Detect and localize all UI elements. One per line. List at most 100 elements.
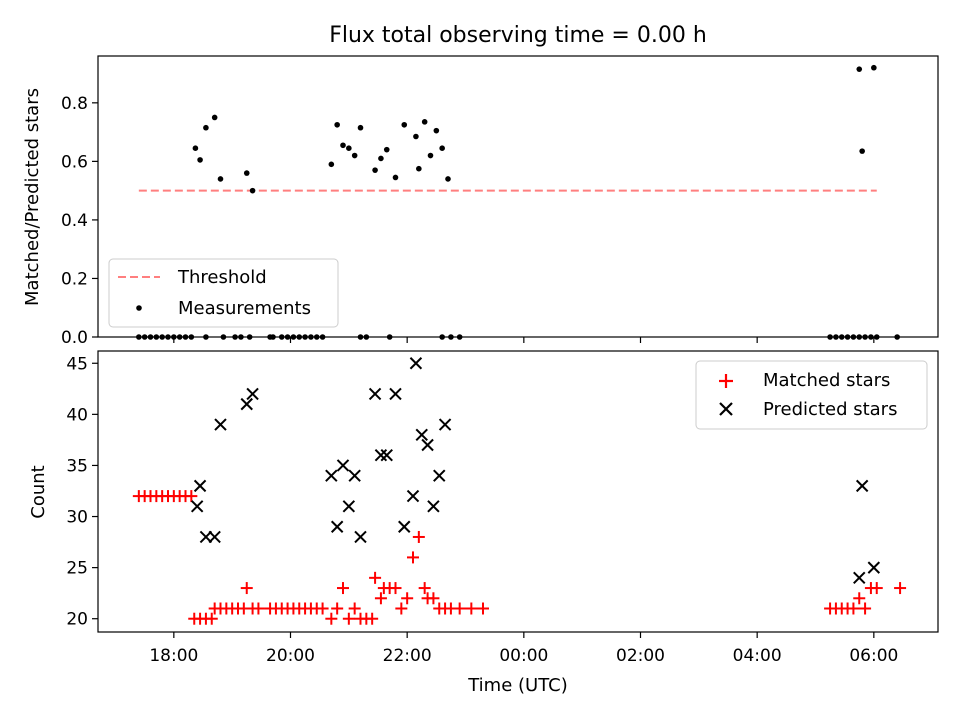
measurement-point [448,334,454,340]
top-y-ticks: 0.0 0.2 0.4 0.6 0.8 [61,94,98,348]
measurement-point [873,334,880,340]
top-y-tick-label: 0.4 [61,211,88,231]
measurement-point [850,334,857,340]
measurement-point [182,334,189,340]
predicted-star-point [325,469,338,482]
measurement-point [278,334,285,340]
top-y-tick-label: 0.8 [61,94,88,114]
measurement-point [421,119,428,125]
measurement-point [346,145,352,152]
bottom-y-tick-label: 30 [66,508,88,528]
legend-matched-swatch [719,374,733,388]
legend-threshold-label: Threshold [177,267,267,288]
chart-title: Flux total observing time = 0.00 h [329,23,707,48]
measurement-point [284,334,291,340]
measurement-point [844,334,851,340]
matched-star-point [366,612,379,625]
measurement-point [197,157,203,163]
measurement-point [136,334,142,340]
measurement-point [838,334,845,340]
measurement-point [270,334,276,340]
measurement-point [159,334,165,340]
matched-star-point [240,582,253,595]
matched-star-point [337,582,349,595]
measurement-point [445,176,451,182]
predicted-star-point [415,428,428,441]
x-axis-label: Time (UTC) [467,675,568,696]
measurement-point [153,334,160,340]
matched-star-point [331,602,344,615]
matched-star-point [401,592,414,605]
predicted-star-point [208,530,221,544]
measurement-point [856,66,863,72]
measurement-point [868,334,874,340]
measurement-point [439,334,445,340]
matched-star-point [395,602,408,615]
x-tick-label: 02:00 [616,646,665,666]
matched-star-point [418,582,431,595]
bottom-panel: 20 25 30 35 40 45 18:00 20:00 22:00 00:00 02:00 04… [28,350,939,696]
matched-star-point [316,602,329,615]
measurement-point [211,114,218,121]
measurement-points [136,64,900,340]
legend-matched-label: Matched stars [763,370,890,391]
bottom-y-tick-label: 35 [66,456,88,476]
bottom-y-tick-label: 45 [66,354,88,374]
measurement-point [334,121,340,128]
matched-star-point [374,592,387,605]
predicted-star-point [336,459,350,472]
matched-star-point [185,490,198,503]
measurement-point [413,133,419,140]
measurement-point [171,334,177,340]
predicted-star-point [380,449,393,462]
matched-star-point [870,582,883,595]
bottom-y-tick-label: 25 [66,559,88,579]
matched-star-point [389,582,402,595]
matched-star-point [205,612,218,625]
x-tick-label: 06:00 [849,646,898,666]
top-legend: Threshold Measurements [108,258,339,328]
predicted-star-point [368,387,382,401]
predicted-star-point [348,469,361,482]
predicted-star-point [406,489,420,503]
measurement-point [340,142,346,149]
measurement-point [416,165,422,172]
x-tick-label: 04:00 [733,646,782,666]
measurement-point [203,124,209,131]
measurement-point [357,124,364,131]
measurement-point [827,334,833,340]
bottom-y-ticks: 20 25 30 35 40 45 [66,354,98,630]
predicted-star-point [240,397,253,411]
predicted-star-point [354,530,367,544]
matched-star-point [847,602,860,615]
matched-star-point [427,592,440,605]
predicted-star-point [427,500,440,513]
matched-star-point [252,602,265,615]
legend-measurements-label: Measurements [178,298,311,319]
predicted-star-point [409,357,423,370]
measurement-point [383,146,390,153]
predicted-star-point [190,500,204,513]
top-y-tick-label: 0.0 [61,328,88,348]
predicted-star-point [438,418,452,431]
matched-star-point [412,530,425,543]
predicted-star-point [855,479,869,493]
matched-star-point [348,602,361,615]
measurement-point [392,174,399,181]
measurement-point [357,334,364,340]
measurement-point [856,334,863,340]
measurement-point [232,334,238,340]
matched-stars-points [132,490,907,625]
measurement-point [141,334,148,340]
top-legend-box [108,258,339,328]
predicted-star-point [342,500,356,513]
matched-star-point [325,612,338,625]
measurement-point [363,334,370,340]
x-tick-label: 22:00 [383,646,432,666]
measurement-point [243,170,250,176]
measurement-point [203,334,209,340]
legend-predicted-label: Predicted stars [763,399,897,420]
predicted-star-point [421,438,434,452]
measurement-point [894,334,900,340]
